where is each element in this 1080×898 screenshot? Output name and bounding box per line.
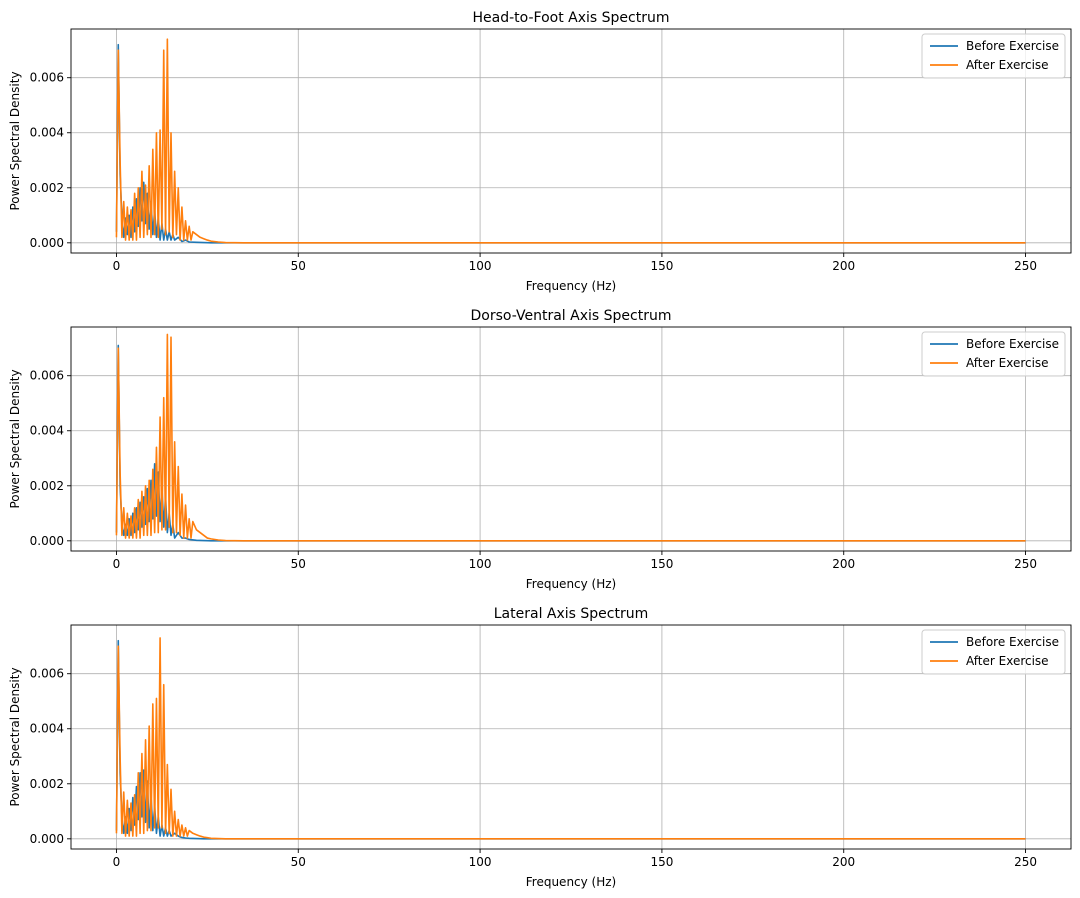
series-line-before-exercise — [115, 43, 1026, 244]
y-tick-label: 0.006 — [30, 71, 64, 85]
x-tick-label: 0 — [113, 557, 121, 571]
legend-label: After Exercise — [966, 654, 1049, 668]
axes-frame — [70, 28, 1072, 254]
legend: Before Exercise After Exercise — [921, 629, 1066, 675]
x-tick-label: 50 — [291, 855, 306, 869]
y-tick-label: 0.004 — [30, 126, 64, 140]
subplot-title: Lateral Axis Spectrum — [494, 606, 649, 622]
y-tick-label: 0.002 — [30, 479, 64, 493]
subplot-2: 0 50 100 150 200 250 0.000 0.002 0.004 0.006 Dorso… — [8, 308, 1072, 591]
y-tick-label: 0.002 — [30, 777, 64, 791]
x-tick-label: 50 — [291, 259, 306, 273]
x-axis-label: Frequency (Hz) — [526, 875, 617, 889]
x-tick-label: 150 — [650, 259, 673, 273]
series-line-after-exercise — [115, 637, 1026, 840]
x-tick-label: 200 — [832, 259, 855, 273]
subplot-title: Dorso-Ventral Axis Spectrum — [471, 308, 672, 324]
y-axis-label: Power Spectral Density — [8, 71, 22, 210]
x-tick-label: 100 — [469, 259, 492, 273]
x-tick-label: 200 — [832, 557, 855, 571]
legend-label: After Exercise — [966, 58, 1049, 72]
y-axis-label: Power Spectral Density — [8, 369, 22, 508]
y-axis-label: Power Spectral Density — [8, 667, 22, 806]
y-tick-label: 0.006 — [30, 369, 64, 383]
legend-label: Before Exercise — [966, 635, 1059, 649]
x-tick-label: 0 — [113, 259, 121, 273]
x-tick-label: 250 — [1014, 557, 1037, 571]
series-line-after-exercise — [115, 38, 1026, 244]
x-tick-label: 250 — [1014, 855, 1037, 869]
x-tick-label: 150 — [650, 557, 673, 571]
y-tick-label: 0.000 — [30, 534, 64, 548]
y-tick-label: 0.004 — [30, 722, 64, 736]
subplot-3: 0 50 100 150 200 250 0.000 0.002 0.004 0.006 Later… — [8, 606, 1072, 889]
x-tick-label: 250 — [1014, 259, 1037, 273]
x-tick-label: 200 — [832, 855, 855, 869]
x-axis-label: Frequency (Hz) — [526, 279, 617, 293]
x-tick-label: 100 — [469, 557, 492, 571]
y-tick-label: 0.000 — [30, 236, 64, 250]
axes-frame — [70, 326, 1072, 552]
legend-box — [921, 331, 1066, 377]
y-tick-label: 0.000 — [30, 832, 64, 846]
legend: Before Exercise After Exercise — [921, 33, 1066, 79]
axes-frame — [70, 624, 1072, 850]
series-line-after-exercise — [115, 333, 1026, 542]
x-axis-label: Frequency (Hz) — [526, 577, 617, 591]
y-tick-label: 0.004 — [30, 424, 64, 438]
legend-label: Before Exercise — [966, 337, 1059, 351]
subplot-title: Head-to-Foot Axis Spectrum — [473, 10, 670, 26]
legend-box — [921, 629, 1066, 675]
subplot-1: 0 50 100 150 200 250 0.000 0.002 0.004 0.006 Head-… — [8, 10, 1072, 293]
y-tick-label: 0.006 — [30, 667, 64, 681]
legend-label: After Exercise — [966, 356, 1049, 370]
x-tick-label: 150 — [650, 855, 673, 869]
series-line-before-exercise — [115, 344, 1026, 542]
legend-box — [921, 33, 1066, 79]
legend-label: Before Exercise — [966, 39, 1059, 53]
series-line-before-exercise — [115, 639, 1026, 840]
y-tick-label: 0.002 — [30, 181, 64, 195]
x-tick-label: 100 — [469, 855, 492, 869]
legend: Before Exercise After Exercise — [921, 331, 1066, 377]
x-tick-label: 0 — [113, 855, 121, 869]
x-tick-label: 50 — [291, 557, 306, 571]
